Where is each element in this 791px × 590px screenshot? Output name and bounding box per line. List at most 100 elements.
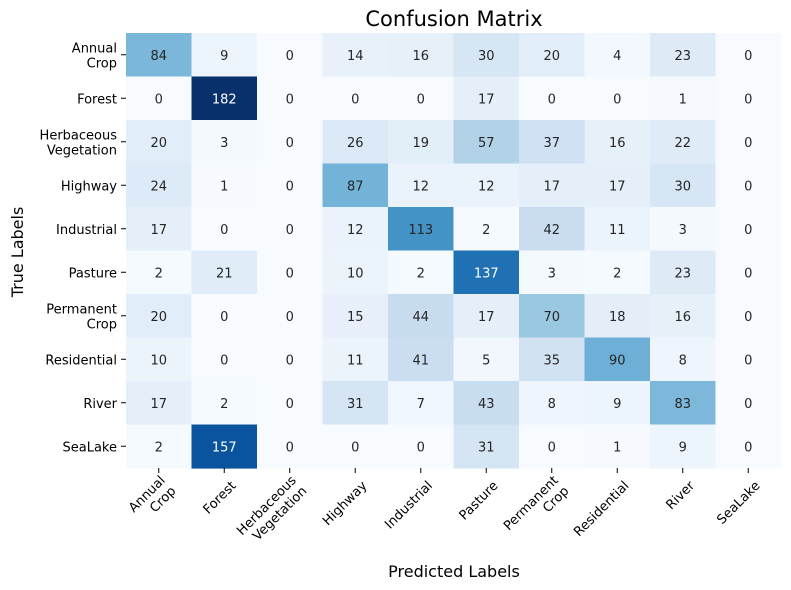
cell-value-label: 0 xyxy=(155,92,163,107)
cell-value-label: 0 xyxy=(548,440,556,455)
cell-value-label: 0 xyxy=(744,92,752,107)
heatmap-cell xyxy=(519,424,586,469)
cell-value-label: 0 xyxy=(744,179,752,194)
heatmap-cell xyxy=(191,163,258,208)
heatmap-cell xyxy=(650,381,717,426)
heatmap-cell xyxy=(191,33,258,78)
heatmap-cell xyxy=(126,120,193,165)
cell-value-label: 12 xyxy=(478,179,495,194)
heatmap-cell xyxy=(126,76,193,121)
heatmap-cell xyxy=(126,163,193,208)
heatmap-cell xyxy=(453,294,520,339)
heatmap-cell xyxy=(388,250,455,295)
cell-value-label: 17 xyxy=(150,223,167,238)
cell-value-label: 1 xyxy=(613,440,621,455)
cell-value-label: 7 xyxy=(417,397,425,412)
heatmap-cell xyxy=(322,381,389,426)
cell-value-label: 11 xyxy=(347,353,364,368)
cell-value-label: 0 xyxy=(744,310,752,325)
cell-value-label: 26 xyxy=(347,136,364,151)
cell-value-label: 19 xyxy=(412,136,429,151)
heatmap-cell xyxy=(257,294,324,339)
heatmap-cell xyxy=(519,120,586,165)
heatmap-cell xyxy=(388,163,455,208)
cell-value-label: 12 xyxy=(347,223,364,238)
heatmap-cell xyxy=(257,120,324,165)
heatmap-cell xyxy=(388,294,455,339)
heatmap-cell xyxy=(453,250,520,295)
heatmap-cell xyxy=(322,294,389,339)
heatmap-cell xyxy=(126,381,193,426)
cell-value-label: 0 xyxy=(744,353,752,368)
cell-value-label: 16 xyxy=(609,136,626,151)
row-tick-label: Industrial xyxy=(56,223,117,238)
heatmap-cell xyxy=(191,207,258,252)
heatmap-cell xyxy=(322,424,389,469)
cell-value-label: 90 xyxy=(609,353,626,368)
cell-value-label: 44 xyxy=(412,310,429,325)
heatmap-cell xyxy=(126,33,193,78)
column-tick-label: PermanentCrop xyxy=(501,473,572,544)
cell-value-label: 182 xyxy=(212,92,237,107)
cell-value-label: 0 xyxy=(286,179,294,194)
heatmap-cell xyxy=(191,76,258,121)
cell-value-label: 16 xyxy=(412,49,429,64)
cell-value-label: 17 xyxy=(543,179,560,194)
column-tick-label: River xyxy=(664,478,699,513)
y-axis-label: True Labels xyxy=(8,207,27,299)
cell-value-label: 1 xyxy=(679,92,687,107)
column-tick-label: Pasture xyxy=(457,479,502,524)
heatmap-cell xyxy=(322,120,389,165)
heatmap-cell xyxy=(453,76,520,121)
cell-value-label: 4 xyxy=(613,49,621,64)
cell-value-label: 0 xyxy=(613,92,621,107)
cell-value-label: 2 xyxy=(482,223,490,238)
cell-value-label: 12 xyxy=(412,179,429,194)
cell-value-label: 9 xyxy=(679,440,687,455)
heatmap-cell xyxy=(191,120,258,165)
heatmap-cell xyxy=(191,337,258,382)
heatmap-cell xyxy=(715,337,782,382)
row-tick-label: Forest xyxy=(77,92,117,107)
cell-value-label: 17 xyxy=(609,179,626,194)
cell-value-label: 1 xyxy=(220,179,228,194)
heatmap-cell xyxy=(322,76,389,121)
cell-value-label: 0 xyxy=(286,397,294,412)
row-tick-label: Pasture xyxy=(69,266,117,281)
row-tick-label: Residential xyxy=(45,353,117,368)
heatmap-cell xyxy=(453,381,520,426)
cell-value-label: 2 xyxy=(155,440,163,455)
heatmap-cell xyxy=(650,207,717,252)
cell-value-label: 0 xyxy=(286,310,294,325)
heatmap-cell xyxy=(584,33,651,78)
cell-value-label: 24 xyxy=(150,179,167,194)
cell-value-label: 23 xyxy=(674,49,691,64)
cell-value-label: 0 xyxy=(286,136,294,151)
column-tick-label: Forest xyxy=(201,479,240,518)
heatmap-cell xyxy=(453,120,520,165)
cell-value-label: 17 xyxy=(478,310,495,325)
cell-value-label: 37 xyxy=(543,136,560,151)
cell-value-label: 0 xyxy=(351,92,359,107)
heatmap-cell xyxy=(257,337,324,382)
heatmap-cell xyxy=(584,250,651,295)
heatmap-cell xyxy=(257,424,324,469)
heatmap-cell xyxy=(191,381,258,426)
cell-value-label: 0 xyxy=(351,440,359,455)
row-tick-label: River xyxy=(83,397,117,412)
heatmap-cell xyxy=(322,207,389,252)
cell-value-label: 0 xyxy=(286,92,294,107)
column-tick-label: HerbaceousVegetation xyxy=(234,473,310,549)
heatmap-cell xyxy=(584,337,651,382)
cell-value-label: 23 xyxy=(674,266,691,281)
heatmap-cell xyxy=(191,424,258,469)
heatmap-cell xyxy=(453,33,520,78)
cell-value-label: 43 xyxy=(478,397,495,412)
column-tick-label: Highway xyxy=(320,478,371,529)
cell-value-label: 18 xyxy=(609,310,626,325)
heatmap-cell xyxy=(322,163,389,208)
heatmap-cell xyxy=(584,294,651,339)
cell-value-label: 20 xyxy=(150,136,167,151)
heatmap-cell xyxy=(388,381,455,426)
